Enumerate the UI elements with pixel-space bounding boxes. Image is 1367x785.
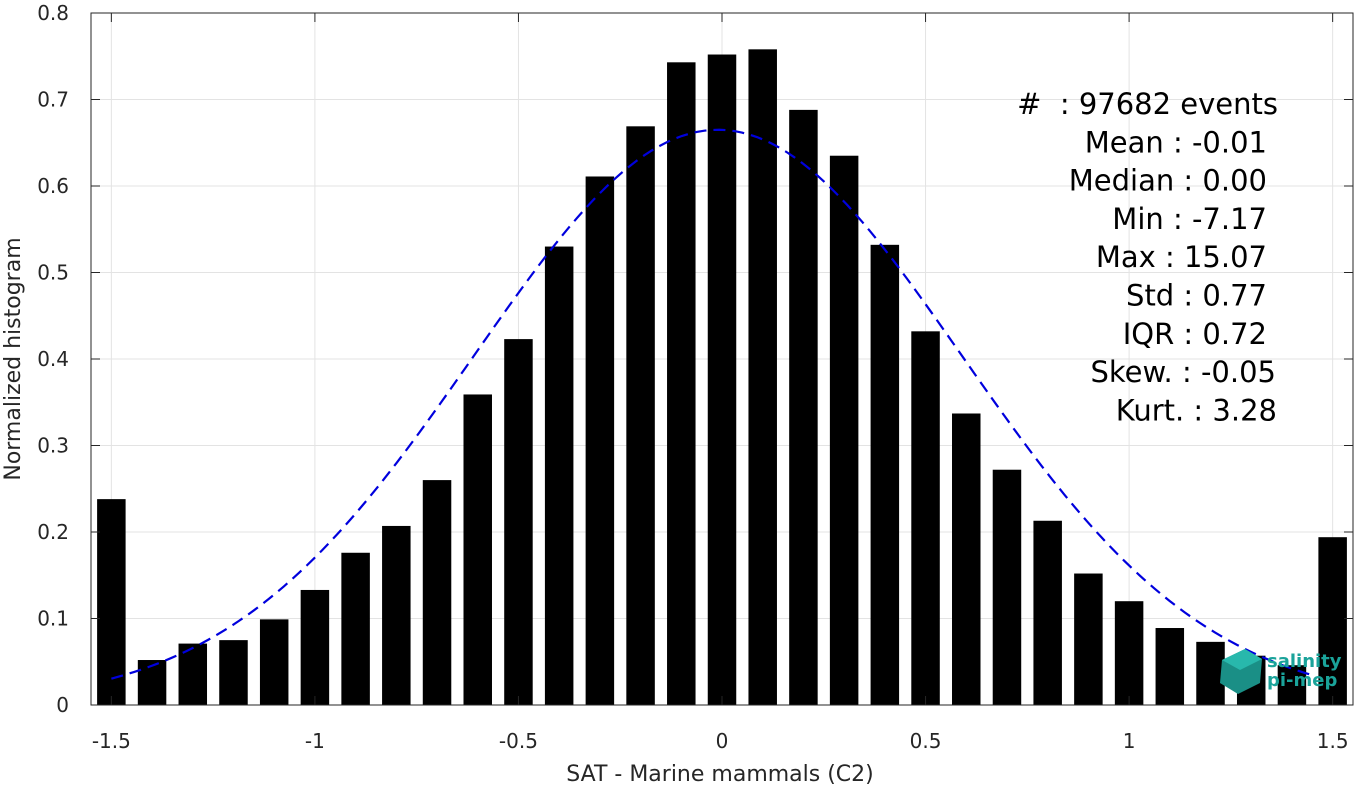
gaussian-fit-curve: [111, 128, 1313, 680]
y-tick-label: 0: [56, 693, 69, 717]
stat-line: Std : 0.77: [1126, 279, 1267, 313]
x-tick-label: -1.5: [92, 729, 131, 753]
statistics-annotation: # : 97682 events Mean : -0.01 Median : 0.0…: [1017, 87, 1278, 427]
logo-text-pi-mep: pi-mep: [1267, 670, 1337, 691]
histogram-bar: [137, 660, 167, 705]
histogram-bar: [97, 499, 126, 705]
x-tick-label: 0: [716, 729, 729, 753]
x-tick-label: 1.5: [1317, 729, 1349, 753]
stat-line: Skew. : -0.05: [1090, 355, 1276, 389]
histogram-bar: [707, 54, 737, 705]
histogram-bar: [748, 49, 777, 705]
histogram-bar: [504, 339, 533, 705]
histogram-bar: [219, 640, 248, 705]
histogram-bar: [1196, 641, 1225, 705]
histogram-bar: [992, 469, 1022, 705]
stat-line: Max : 15.07: [1096, 240, 1267, 274]
histogram-bar: [300, 589, 330, 705]
y-axis-label: Normalized histogram: [1, 237, 26, 480]
axis-ticks: [91, 12, 1353, 706]
stat-line: Median : 0.00: [1069, 164, 1267, 198]
histogram-bars: [97, 49, 1347, 706]
histogram-bar: [259, 619, 289, 705]
y-tick-label: 0.8: [37, 1, 69, 25]
y-tick-label: 0.3: [37, 434, 69, 458]
histogram-bar: [585, 176, 615, 706]
histogram-bar: [952, 413, 981, 705]
salinity-pi-mep-logo: salinity pi-mep: [1220, 649, 1342, 694]
histogram-bar: [382, 525, 411, 705]
stat-line: Mean : -0.01: [1085, 125, 1267, 159]
histogram-bar: [829, 155, 859, 706]
x-tick-label: 0.5: [910, 729, 942, 753]
histogram-bar: [1033, 520, 1062, 705]
histogram-bar: [1074, 573, 1103, 705]
histogram-bar: [341, 552, 370, 705]
histogram-bar: [178, 643, 208, 705]
histogram-bar: [1155, 628, 1185, 705]
stat-line: Min : -7.17: [1112, 202, 1267, 236]
logo-cube-face: [1222, 649, 1262, 670]
logo-text-salinity: salinity: [1267, 651, 1342, 672]
x-tick-label: -0.5: [499, 729, 538, 753]
histogram-bar: [626, 126, 655, 705]
y-tick-label: 0.7: [37, 88, 69, 112]
x-tick-label: 1: [1123, 729, 1136, 753]
y-tick-label: 0.1: [37, 607, 69, 631]
y-tick-label: 0.4: [37, 347, 69, 371]
stat-line: Kurt. : 3.28: [1116, 393, 1277, 427]
y-tick-label: 0.5: [37, 261, 69, 285]
histogram-bar: [789, 109, 818, 705]
histogram-bar: [911, 331, 940, 705]
x-tick-labels: -1.5 -1 -0.5 0 0.5 1 1.5: [92, 729, 1349, 753]
y-tick-labels: 0 0.1 0.2 0.3 0.4 0.5 0.6 0.7 0.8: [37, 1, 69, 717]
stat-line: # : 97682 events: [1017, 87, 1278, 121]
x-tick-label: -1: [305, 729, 325, 753]
histogram-bar: [870, 244, 900, 705]
histogram-bar: [422, 480, 452, 705]
histogram-bar: [1318, 537, 1347, 705]
y-tick-label: 0.6: [37, 174, 69, 198]
histogram-bar: [544, 246, 574, 706]
histogram-bar: [667, 62, 696, 706]
histogram-bar: [1114, 601, 1144, 705]
stat-line: IQR : 0.72: [1123, 317, 1267, 351]
x-axis-label: SAT - Marine mammals (C2): [566, 762, 874, 785]
y-tick-label: 0.2: [37, 520, 69, 544]
histogram-bar: [463, 394, 492, 705]
